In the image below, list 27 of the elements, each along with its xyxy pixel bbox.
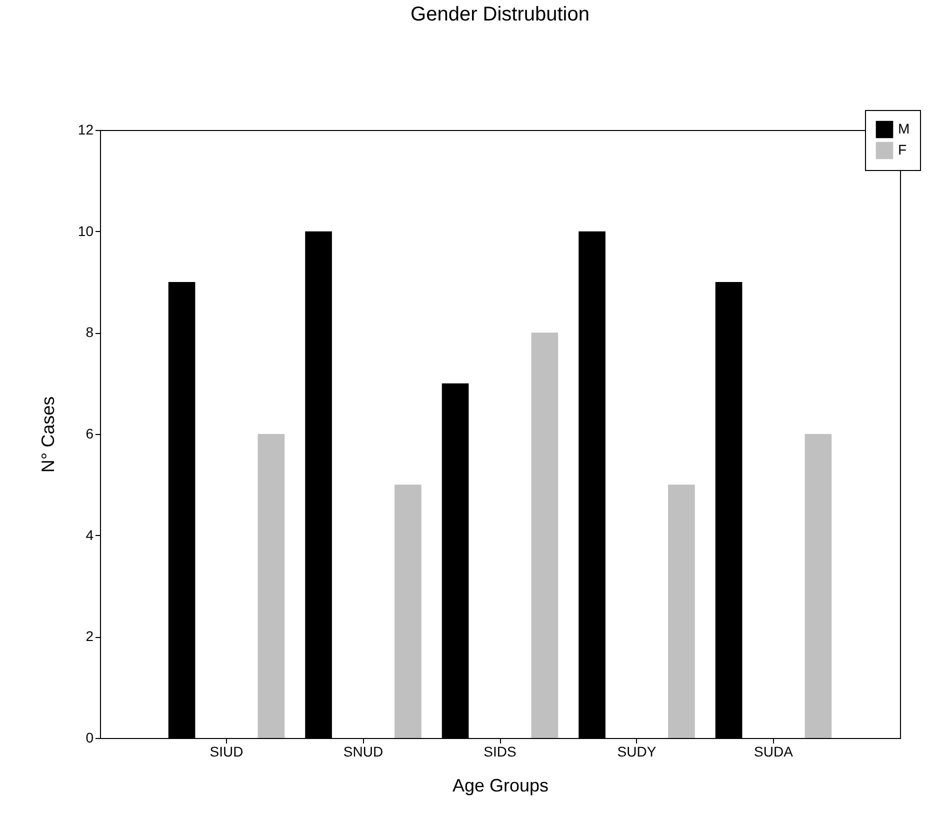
- y-axis-title: N° Cases: [38, 396, 58, 473]
- y-tick-label: 2: [86, 628, 94, 644]
- y-tick-label: 10: [78, 222, 94, 239]
- x-tick-label: SIDS: [484, 744, 516, 760]
- y-tick-label: 8: [86, 324, 94, 340]
- y-tick-label: 0: [86, 730, 94, 746]
- legend-label: F: [898, 142, 907, 158]
- bar: [668, 484, 695, 738]
- bar: [531, 332, 558, 738]
- bar: [804, 434, 832, 738]
- bar: [258, 434, 285, 738]
- x-tick-label: SIUD: [210, 744, 244, 760]
- bar: [715, 282, 742, 738]
- legend-label: M: [898, 120, 910, 136]
- bar: [168, 282, 196, 738]
- y-tick-label: 12: [78, 122, 94, 138]
- bar: [394, 484, 422, 738]
- x-tick-label: SNUD: [343, 744, 384, 760]
- x-tick-label: SUDA: [754, 744, 794, 760]
- y-tick-label: 4: [86, 526, 94, 543]
- x-tick-label: SUDY: [617, 744, 657, 760]
- y-tick-label: 6: [86, 426, 94, 442]
- x-axis-title: Age Groups: [452, 776, 549, 796]
- bar: [442, 383, 469, 738]
- bar: [578, 231, 606, 738]
- chart-title: Gender Distrubution: [410, 4, 590, 26]
- bar: [305, 231, 332, 738]
